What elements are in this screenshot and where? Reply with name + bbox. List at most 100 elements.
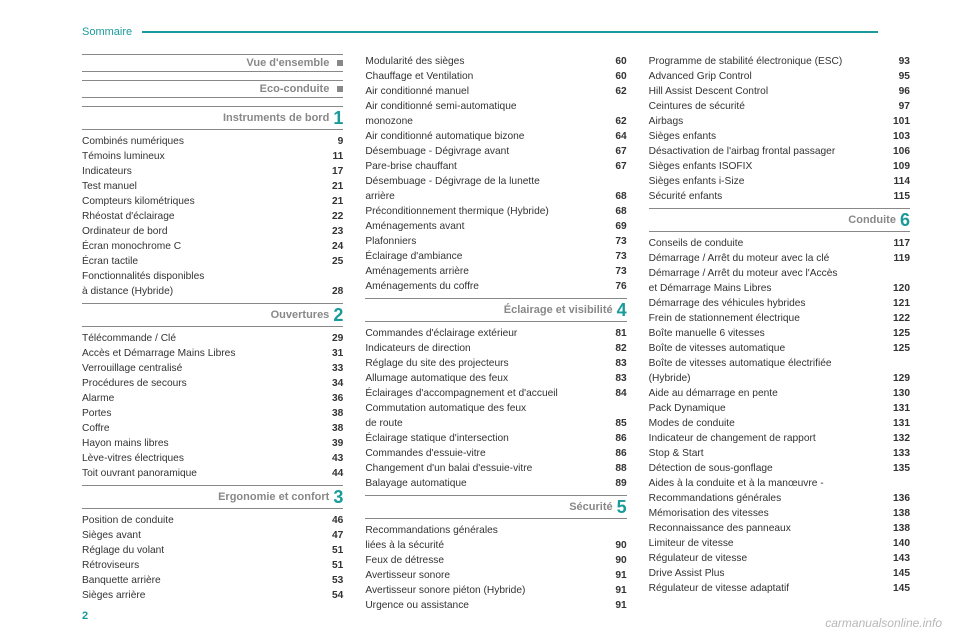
section-title: Éclairage et visibilité: [504, 304, 613, 316]
entry-label: liées à la sécurité: [365, 538, 602, 553]
toc-entry: Démarrage / Arrêt du moteur avec la clé1…: [649, 251, 910, 266]
entry-page: 125: [886, 341, 910, 356]
entry-label: Boîte de vitesses automatique électrifié…: [649, 356, 886, 371]
toc-entry: Commutation automatique des feux: [365, 401, 626, 416]
toc-entry: Ordinateur de bord23: [82, 224, 343, 239]
entry-label: Plafonniers: [365, 234, 602, 249]
entry-label: Position de conduite: [82, 513, 319, 528]
entry-label: Air conditionné automatique bizone: [365, 129, 602, 144]
entry-page: 131: [886, 401, 910, 416]
section-entries: Modularité des sièges60Chauffage et Vent…: [365, 54, 626, 294]
entry-page: 9: [319, 134, 343, 149]
entry-page: 21: [319, 179, 343, 194]
entry-page: 85: [603, 416, 627, 431]
entry-page: 119: [886, 251, 910, 266]
entry-label: Drive Assist Plus: [649, 566, 886, 581]
entry-label: Advanced Grip Control: [649, 69, 886, 84]
entry-label: Coffre: [82, 421, 319, 436]
entry-label: à distance (Hybride): [82, 284, 319, 299]
entry-page: 129: [886, 371, 910, 386]
entry-page: 34: [319, 376, 343, 391]
entry-page: [603, 174, 627, 189]
entry-page: 29: [319, 331, 343, 346]
entry-page: 86: [603, 446, 627, 461]
section-title: Vue d'ensemble: [246, 57, 329, 69]
header-title: Sommaire: [82, 26, 132, 38]
entry-page: 36: [319, 391, 343, 406]
section-title: Ouvertures: [271, 309, 330, 321]
section-header: Sécurité5: [365, 495, 626, 519]
toc-entry: Écran monochrome C24: [82, 239, 343, 254]
entry-label: et Démarrage Mains Libres: [649, 281, 886, 296]
entry-page: 28: [319, 284, 343, 299]
entry-label: Portes: [82, 406, 319, 421]
entry-page: [603, 523, 627, 538]
entry-page: 83: [603, 371, 627, 386]
entry-page: 138: [886, 521, 910, 536]
toc-section: Vue d'ensemble: [82, 54, 343, 76]
entry-page: 60: [603, 54, 627, 69]
entry-label: Air conditionné manuel: [365, 84, 602, 99]
toc-entry: Rétroviseurs51: [82, 558, 343, 573]
entry-label: Démarrage / Arrêt du moteur avec la clé: [649, 251, 886, 266]
toc-section: Instruments de bord1Combinés numériques9…: [82, 106, 343, 299]
section-header: Ergonomie et confort3: [82, 485, 343, 509]
entry-label: Recommandations générales: [365, 523, 602, 538]
toc-entry: Air conditionné manuel62: [365, 84, 626, 99]
entry-label: Démarrage des véhicules hybrides: [649, 296, 886, 311]
entry-page: 39: [319, 436, 343, 451]
entry-label: Urgence ou assistance: [365, 598, 602, 613]
entry-page: 54: [319, 588, 343, 603]
toc-entry: liées à la sécurité90: [365, 538, 626, 553]
entry-page: 120: [886, 281, 910, 296]
entry-page: [603, 401, 627, 416]
toc-entry: Advanced Grip Control95: [649, 69, 910, 84]
entry-page: 91: [603, 568, 627, 583]
toc-entry: Airbags101: [649, 114, 910, 129]
entry-page: 25: [319, 254, 343, 269]
entry-label: Aménagements du coffre: [365, 279, 602, 294]
entry-label: Alarme: [82, 391, 319, 406]
entry-page: 95: [886, 69, 910, 84]
toc-entry: Frein de stationnement électrique122: [649, 311, 910, 326]
entry-page: 89: [603, 476, 627, 491]
toc-section: Programme de stabilité électronique (ESC…: [649, 54, 910, 204]
entry-page: 114: [886, 174, 910, 189]
entry-label: Mémorisation des vitesses: [649, 506, 886, 521]
entry-label: Programme de stabilité électronique (ESC…: [649, 54, 886, 69]
entry-label: Pare-brise chauffant: [365, 159, 602, 174]
entry-page: 62: [603, 84, 627, 99]
entry-page: 135: [886, 461, 910, 476]
toc-entry: Plafonniers73: [365, 234, 626, 249]
toc-entry: (Hybride)129: [649, 371, 910, 386]
toc-entry: Limiteur de vitesse140: [649, 536, 910, 551]
toc-entry: Désembuage - Dégivrage avant67: [365, 144, 626, 159]
entry-label: Éclairages d'accompagnement et d'accueil: [365, 386, 602, 401]
entry-label: Commandes d'éclairage extérieur: [365, 326, 602, 341]
toc-entry: Portes38: [82, 406, 343, 421]
entry-page: 115: [886, 189, 910, 204]
entry-label: Indicateurs: [82, 164, 319, 179]
entry-label: Airbags: [649, 114, 886, 129]
entry-label: Accès et Démarrage Mains Libres: [82, 346, 319, 361]
entry-label: Lève-vitres électriques: [82, 451, 319, 466]
toc-entry: Balayage automatique89: [365, 476, 626, 491]
entry-label: Régulateur de vitesse adaptatif: [649, 581, 886, 596]
entry-label: Désactivation de l'airbag frontal passag…: [649, 144, 886, 159]
entry-label: Écran monochrome C: [82, 239, 319, 254]
section-title: Ergonomie et confort: [218, 491, 329, 503]
toc-entry: Éclairage statique d'intersection86: [365, 431, 626, 446]
entry-label: Commutation automatique des feux: [365, 401, 602, 416]
entry-label: Frein de stationnement électrique: [649, 311, 886, 326]
entry-label: Boîte de vitesses automatique: [649, 341, 886, 356]
section-entries: Conseils de conduite117Démarrage / Arrêt…: [649, 236, 910, 596]
entry-label: Pack Dynamique: [649, 401, 886, 416]
toc-entry: Sièges arrière54: [82, 588, 343, 603]
toc-entry: Urgence ou assistance91: [365, 598, 626, 613]
toc-entry: Sièges avant47: [82, 528, 343, 543]
entry-page: 140: [886, 536, 910, 551]
section-number: 5: [617, 498, 627, 516]
section-entries: Position de conduite46Sièges avant47Régl…: [82, 513, 343, 603]
entry-label: Conseils de conduite: [649, 236, 886, 251]
section-number: 4: [617, 301, 627, 319]
